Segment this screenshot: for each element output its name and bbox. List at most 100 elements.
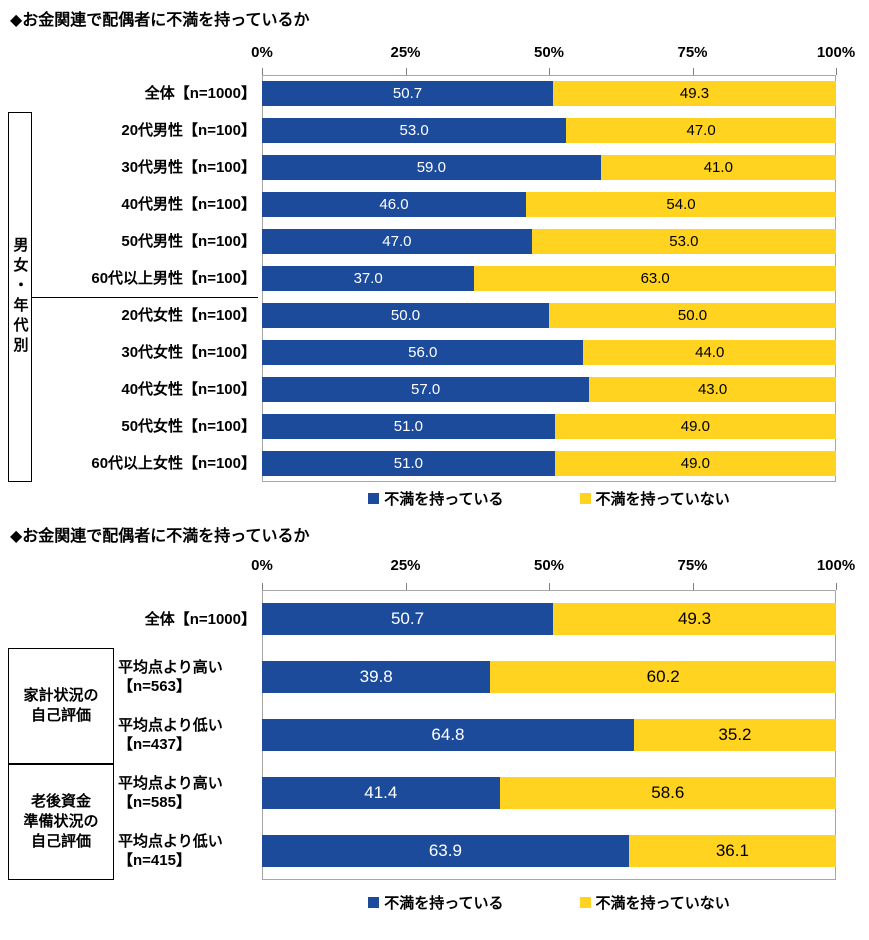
bar-value: 47.0	[686, 122, 716, 139]
bar-row: 39.8 60.2	[262, 661, 836, 693]
bar-value: 41.0	[703, 159, 733, 176]
bar-value: 36.1	[715, 841, 749, 860]
bar-segment-dissatisfied: 57.0	[262, 377, 590, 402]
bar-segment-dissatisfied: 50.7	[262, 603, 554, 635]
bar-value: 50.0	[677, 307, 708, 324]
row-label: 50代女性【n=100】	[30, 417, 256, 436]
bar-segment-not-dissatisfied: 36.1	[628, 835, 836, 867]
row-label-line: 平均点より高い	[118, 775, 223, 792]
bar-value: 60.2	[646, 667, 680, 686]
axis-tick-label: 25%	[390, 44, 421, 61]
row-label: 50代男性【n=100】	[30, 232, 256, 251]
row-label-line: 50代男性【n=100】	[121, 233, 256, 250]
bar-value: 54.0	[666, 196, 696, 213]
bar-value: 51.0	[393, 455, 423, 472]
group-label-box: 家計状況の 自己評価	[8, 648, 114, 764]
axis-tick-mark	[549, 68, 550, 75]
male-female-divider	[32, 297, 258, 298]
group-label-line: 家計状況の	[23, 687, 99, 704]
legend-swatch	[368, 493, 380, 504]
legend-item-not-dissatisfied: 不満を持っていない	[579, 892, 730, 913]
row-label-line: 【n=437】	[118, 736, 191, 753]
row-label: 平均点より低い 【n=437】	[118, 716, 256, 754]
axis-tick-mark	[405, 583, 407, 590]
bar-value: 50.0	[390, 307, 421, 324]
legend-item-not-dissatisfied: 不満を持っていない	[579, 488, 730, 509]
row-label-line: 30代女性【n=100】	[121, 344, 256, 361]
row-label: 平均点より低い 【n=415】	[118, 832, 256, 870]
bar-segment-not-dissatisfied: 54.0	[526, 192, 836, 217]
bar-segment-dissatisfied: 64.8	[262, 719, 634, 751]
bar-row: 57.0 43.0	[262, 377, 836, 402]
bar-segment-not-dissatisfied: 43.0	[589, 377, 836, 402]
bar-segment-dissatisfied: 41.4	[262, 777, 500, 809]
bar-segment-dissatisfied: 47.0	[262, 229, 532, 254]
bar-segment-not-dissatisfied: 50.0	[549, 303, 836, 328]
bar-row: 41.4 58.6	[262, 777, 836, 809]
bar-value: 46.0	[379, 196, 409, 213]
bar-segment-dissatisfied: 56.0	[262, 340, 584, 365]
row-label-line: 60代以上女性【n=100】	[91, 455, 256, 472]
bar-value: 51.0	[393, 418, 423, 435]
axis-tick-label: 75%	[677, 557, 708, 574]
axis-tick-mark	[836, 68, 837, 75]
group-label-box: 男女・年代別	[8, 112, 32, 482]
row-label-line: 20代女性【n=100】	[121, 307, 256, 324]
bar-row: 46.0 54.0	[262, 192, 836, 217]
bar-segment-not-dissatisfied: 44.0	[583, 340, 836, 365]
bar-value: 53.0	[399, 122, 429, 139]
bar-segment-not-dissatisfied: 63.0	[474, 266, 836, 291]
legend: 不満を持っている 不満を持っていない	[262, 488, 836, 509]
row-label: 全体【n=1000】	[30, 84, 256, 103]
bar-row: 56.0 44.0	[262, 340, 836, 365]
axis-tick-label: 0%	[251, 44, 273, 61]
bar-row: 51.0 49.0	[262, 451, 836, 476]
row-label: 60代以上男性【n=100】	[30, 269, 256, 288]
chart2-title: ◆お金関連で配偶者に不満を持っているか	[10, 528, 310, 545]
bar-value: 44.0	[695, 344, 725, 361]
row-label-line: 40代女性【n=100】	[121, 381, 256, 398]
row-label: 30代男性【n=100】	[30, 158, 256, 177]
bar-segment-not-dissatisfied: 49.3	[553, 603, 836, 635]
axis-tick-label: 50%	[533, 44, 565, 61]
group-label-line: 準備状況の	[23, 813, 99, 830]
row-label-line: 【n=585】	[118, 794, 191, 811]
bar-segment-dissatisfied: 39.8	[262, 661, 491, 693]
axis-tick-mark	[405, 68, 407, 75]
bar-segment-dissatisfied: 51.0	[262, 414, 555, 439]
legend-label: 不満を持っていない	[595, 491, 730, 508]
row-label: 40代男性【n=100】	[30, 195, 256, 214]
bar-value: 41.4	[364, 783, 398, 802]
bar-segment-dissatisfied: 46.0	[262, 192, 527, 217]
bar-value: 53.0	[669, 233, 699, 250]
legend-swatch	[579, 897, 591, 908]
row-label-line: 全体【n=1000】	[144, 85, 256, 102]
row-label-line: 平均点より低い	[118, 833, 223, 850]
row-label: 20代女性【n=100】	[30, 306, 256, 325]
row-label: 60代以上女性【n=100】	[30, 454, 256, 473]
row-label-line: 20代男性【n=100】	[121, 122, 256, 139]
bar-segment-dissatisfied: 50.7	[262, 81, 554, 106]
group-label-box: 老後資金 準備状況の 自己評価	[8, 764, 114, 880]
bar-segment-dissatisfied: 59.0	[262, 155, 601, 180]
axis-tick-label: 50%	[533, 557, 565, 574]
axis-tick-mark	[836, 583, 837, 590]
legend-item-dissatisfied: 不満を持っている	[368, 892, 504, 913]
bar-segment-dissatisfied: 50.0	[262, 303, 549, 328]
axis-tick-mark	[692, 68, 694, 75]
group-label-line: 自己評価	[30, 833, 91, 850]
axis-tick-mark	[262, 583, 263, 590]
bar-row: 64.8 35.2	[262, 719, 836, 751]
legend-label: 不満を持っていない	[595, 895, 730, 912]
bar-segment-not-dissatisfied: 35.2	[633, 719, 836, 751]
bar-segment-dissatisfied: 53.0	[262, 118, 567, 143]
bar-value: 39.8	[359, 667, 393, 686]
row-label: 40代女性【n=100】	[30, 380, 256, 399]
chart1-title: ◆お金関連で配偶者に不満を持っているか	[10, 12, 310, 29]
bar-segment-not-dissatisfied: 49.0	[554, 451, 836, 476]
bar-segment-not-dissatisfied: 60.2	[490, 661, 836, 693]
bar-segment-dissatisfied: 37.0	[262, 266, 475, 291]
legend-label: 不満を持っている	[384, 491, 504, 508]
bar-value: 49.3	[677, 609, 712, 628]
axis-tick-label: 100%	[816, 557, 856, 574]
